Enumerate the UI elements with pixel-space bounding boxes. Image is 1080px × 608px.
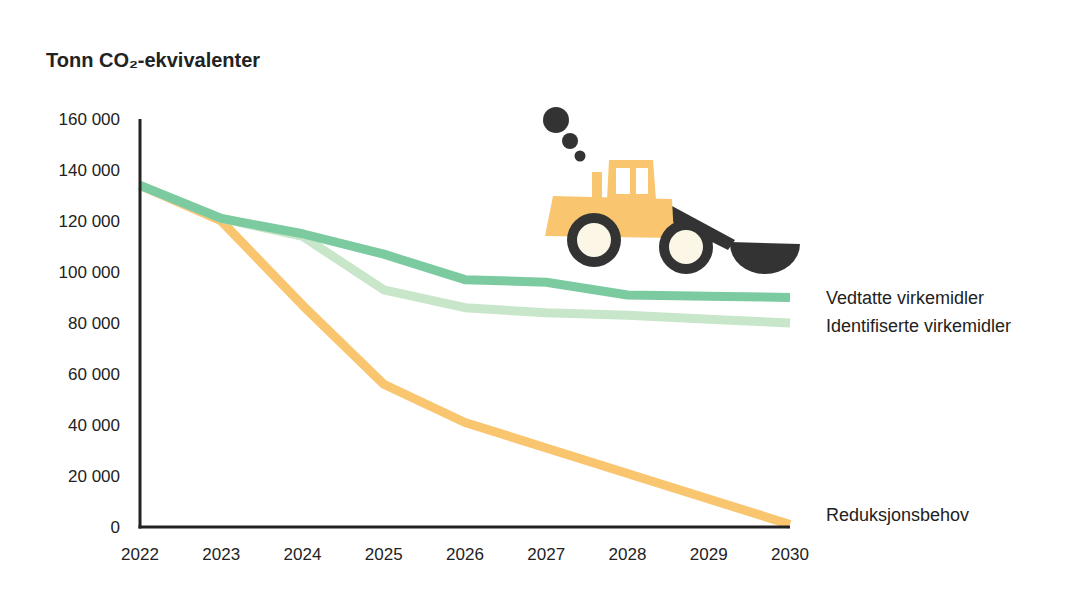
y-tick-label: 60 000 — [68, 365, 120, 384]
title: Tonn CO₂-ekvivalenter — [46, 49, 260, 71]
y-tick-label: 120 000 — [59, 212, 120, 231]
x-axis — [139, 526, 791, 529]
x-tick-label: 2028 — [609, 545, 647, 564]
line-series — [140, 185, 790, 524]
legend-label: Reduksjonsbehov — [826, 505, 969, 525]
smoke — [543, 107, 569, 133]
x-tick-label: 2024 — [284, 545, 322, 564]
bulldozer-illustration — [543, 107, 800, 274]
x-tick-label: 2022 — [121, 545, 159, 564]
plot-lines — [140, 185, 790, 524]
x-tick-label: 2023 — [202, 545, 240, 564]
wheel-hub — [577, 223, 611, 257]
line-series — [140, 185, 790, 323]
y-tick-label: 40 000 — [68, 416, 120, 435]
y-tick-label: 20 000 — [68, 467, 120, 486]
bucket — [730, 242, 800, 274]
x-tick-label: 2026 — [446, 545, 484, 564]
window — [616, 168, 630, 194]
x-tick-label: 2025 — [365, 545, 403, 564]
exhaust — [592, 172, 602, 198]
cab — [607, 160, 656, 200]
x-tick-label: 2029 — [690, 545, 728, 564]
chart: Tonn CO₂-ekvivalenter 0 20 000 40 000 60 000… — [0, 0, 1080, 608]
x-tick-label: 2030 — [771, 545, 809, 564]
line-series — [140, 185, 790, 297]
window — [636, 168, 648, 194]
y-axis — [139, 119, 142, 529]
y-tick-label: 160 000 — [59, 110, 120, 129]
y-tick-label: 100 000 — [59, 263, 120, 282]
legend-label: Vedtatte virkemidler — [826, 288, 984, 308]
wheel-hub — [669, 230, 703, 264]
wheel — [659, 220, 713, 274]
x-tick-label: 2027 — [527, 545, 565, 564]
y-tick-label: 0 — [111, 518, 120, 537]
y-tick-label: 80 000 — [68, 314, 120, 333]
smoke — [562, 133, 578, 149]
y-tick-label: 140 000 — [59, 161, 120, 180]
wheel — [567, 213, 621, 267]
smoke — [575, 151, 586, 162]
legend-label: Identifiserte virkemidler — [826, 316, 1011, 336]
